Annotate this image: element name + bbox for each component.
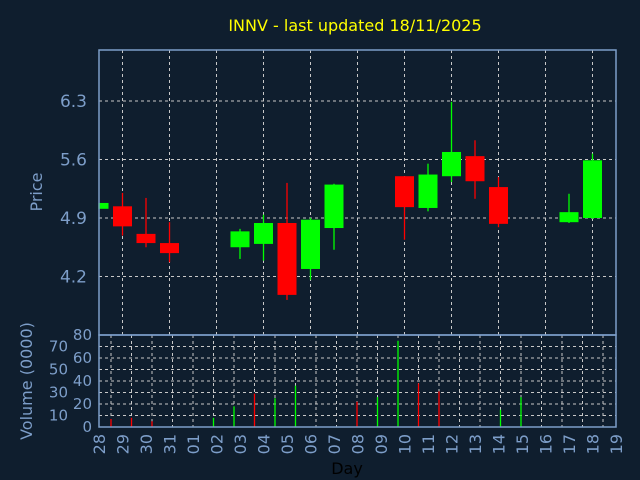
candle-07 — [324, 183, 344, 250]
day-tick-label: 31 — [161, 434, 180, 454]
day-tick-label: 09 — [372, 434, 391, 454]
candle-17 — [559, 193, 579, 224]
day-tick-label: 17 — [560, 434, 579, 454]
candle-18 — [583, 153, 602, 219]
candle-body — [160, 243, 179, 254]
day-tick-label: 15 — [513, 434, 532, 454]
candle-body — [442, 151, 461, 177]
volume-bars — [110, 340, 522, 427]
candle-body — [277, 223, 297, 295]
day-tick-label: 16 — [537, 434, 556, 454]
day-tick-label: 30 — [137, 434, 156, 454]
candle-body — [99, 202, 109, 209]
day-tick-label: 08 — [349, 434, 368, 454]
day-tick-label: 13 — [466, 434, 485, 454]
candles — [98, 101, 602, 300]
day-tick-label: 29 — [114, 434, 133, 454]
candle-31 — [160, 222, 179, 263]
candle-body — [136, 233, 156, 244]
day-tick-label: 03 — [231, 434, 250, 454]
candle-body — [559, 212, 579, 223]
candle-body — [465, 156, 485, 182]
candle-body — [230, 231, 250, 248]
day-tick-label: 07 — [325, 434, 344, 454]
candle-body — [489, 187, 508, 224]
candle-13 — [465, 140, 485, 199]
day-tick-label: 05 — [278, 434, 297, 454]
price-tick-label: 6.3 — [60, 92, 87, 112]
price-tick-label: 4.9 — [60, 209, 87, 229]
day-tick-label: 18 — [584, 434, 603, 454]
volume-axis-ticks: 0 10 20 30 40 50 60 70 80 — [49, 326, 92, 436]
volume-tick-label: 0 — [82, 418, 92, 436]
price-axis-label: Price — [27, 172, 46, 211]
chart-title: INNV - last updated 18/11/2025 — [228, 16, 481, 35]
volume-tick-label: 20 — [73, 395, 92, 413]
candle-03 — [230, 228, 250, 259]
candle-14 — [489, 177, 508, 228]
day-tick-label: 01 — [184, 434, 203, 454]
candle-body — [301, 219, 320, 269]
day-tick-label: 04 — [255, 434, 274, 454]
volume-tick-label: 80 — [73, 326, 92, 344]
day-axis-ticks: 28 29 30 31 01 02 03 04 05 06 07 08 09 10 11 12 13 14 15 16… — [90, 434, 626, 454]
volume-tick-label: 10 — [49, 407, 68, 425]
volume-tick-label: 40 — [73, 372, 92, 390]
candle-body — [395, 176, 414, 208]
day-tick-label: 02 — [208, 434, 227, 454]
candle-05 — [277, 182, 297, 300]
price-grid — [99, 50, 616, 335]
candle-12 — [442, 101, 461, 183]
candle-11 — [418, 163, 438, 212]
candle-28 — [98, 202, 109, 209]
volume-tick-label: 60 — [73, 349, 92, 367]
candle-29 — [113, 192, 132, 236]
candle-body — [583, 160, 602, 218]
candle-body — [418, 174, 438, 208]
day-tick-label: 14 — [490, 434, 509, 454]
day-tick-label: 19 — [607, 434, 626, 454]
volume-axis-label: Volume (0000) — [17, 322, 36, 440]
day-tick-label: 12 — [443, 434, 462, 454]
candle-body — [324, 184, 344, 229]
volume-tick-label: 70 — [49, 338, 68, 356]
candle-body — [254, 223, 273, 244]
price-axis-ticks: 4.2 4.9 5.6 6.3 — [60, 92, 87, 288]
day-tick-label: 06 — [302, 434, 321, 454]
candle-06 — [301, 218, 320, 280]
candle-30 — [136, 197, 156, 248]
candle-body — [113, 206, 132, 227]
candle-04 — [254, 214, 273, 261]
volume-plot-frame — [98, 334, 617, 428]
day-tick-label: 10 — [396, 434, 415, 454]
candle-10 — [395, 176, 414, 240]
day-tick-label: 11 — [419, 434, 438, 454]
price-tick-label: 4.2 — [60, 268, 87, 288]
day-tick-label: 28 — [90, 434, 109, 454]
day-axis-label: Day — [331, 459, 363, 478]
volume-tick-label: 50 — [49, 361, 68, 379]
price-tick-label: 5.6 — [60, 151, 87, 171]
volume-tick-label: 30 — [49, 384, 68, 402]
